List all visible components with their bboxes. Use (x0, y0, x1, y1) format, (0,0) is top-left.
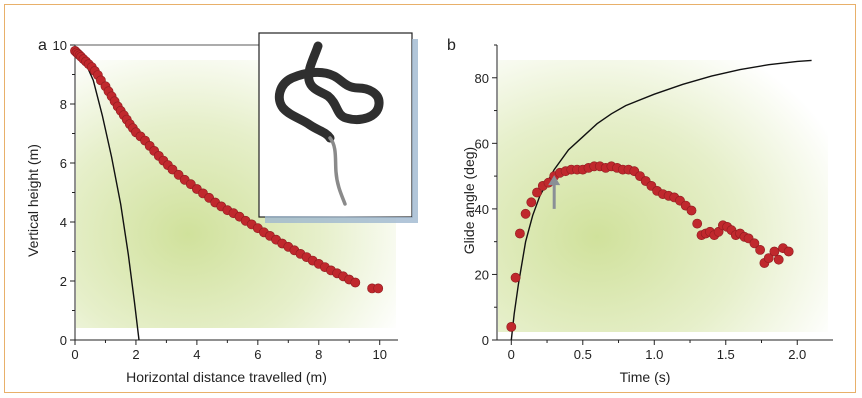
data-point (769, 246, 780, 257)
x-tick-label: 2 (132, 347, 139, 362)
data-point (373, 283, 384, 294)
data-point (686, 205, 697, 216)
data-point (773, 254, 784, 265)
data-point (526, 197, 537, 208)
data-point (763, 253, 774, 263)
data-point (692, 218, 703, 229)
x-tick-label: 0.5 (574, 347, 592, 362)
y-tick-label: 6 (60, 156, 67, 171)
x-tick-label: 1.0 (645, 347, 663, 362)
y-tick-label: 60 (475, 136, 489, 151)
x-tick-label: 0 (71, 347, 78, 362)
data-point (783, 246, 794, 257)
x-tick-label: 1.5 (717, 347, 735, 362)
panel-a: 0 2 4 6 8 10 0 2 4 6 8 10 Horizontal distance travel… (25, 37, 398, 385)
y-axis-label: Glide angle (deg) (461, 147, 477, 254)
y-tick-label: 8 (60, 97, 67, 112)
data-point (520, 208, 531, 219)
y-tick-label: 20 (475, 267, 489, 282)
x-tick-label: 8 (315, 347, 322, 362)
panel-letter: a (38, 37, 47, 54)
y-axis-label: Vertical height (m) (25, 144, 41, 257)
y-tick-label: 40 (475, 202, 489, 217)
x-tick-label: 10 (372, 347, 386, 362)
y-tick-label: 0 (482, 333, 489, 348)
x-axis-label: Horizontal distance travelled (m) (126, 369, 327, 385)
x-tick-label: 4 (193, 347, 200, 362)
annotation-arrow-head (548, 175, 561, 186)
data-point (749, 238, 760, 249)
x-tick-label: 6 (254, 347, 261, 362)
data-point (532, 187, 542, 198)
snake-glide-posture-icon (274, 41, 384, 206)
x-axis-label: Time (s) (620, 369, 671, 385)
data-point (506, 321, 517, 332)
inset-figure (258, 32, 418, 223)
x-tick-label: 0 (508, 347, 515, 362)
y-tick-label: 80 (475, 71, 489, 86)
y-tick-label: 2 (60, 274, 67, 289)
y-tick-label: 10 (53, 38, 67, 53)
y-tick-label: 0 (60, 333, 67, 348)
data-point (350, 277, 361, 288)
panel-b: 0 0.5 1.0 1.5 2.0 0 20 40 60 80 Time (s) Glide angl… (447, 37, 833, 385)
x-tick-label: 2.0 (788, 347, 806, 362)
data-point (755, 244, 765, 255)
model-curve (510, 59, 812, 341)
y-tick-label: 4 (60, 215, 67, 230)
panel-letter: b (447, 37, 456, 54)
data-point (515, 228, 525, 239)
data-point (510, 272, 521, 283)
